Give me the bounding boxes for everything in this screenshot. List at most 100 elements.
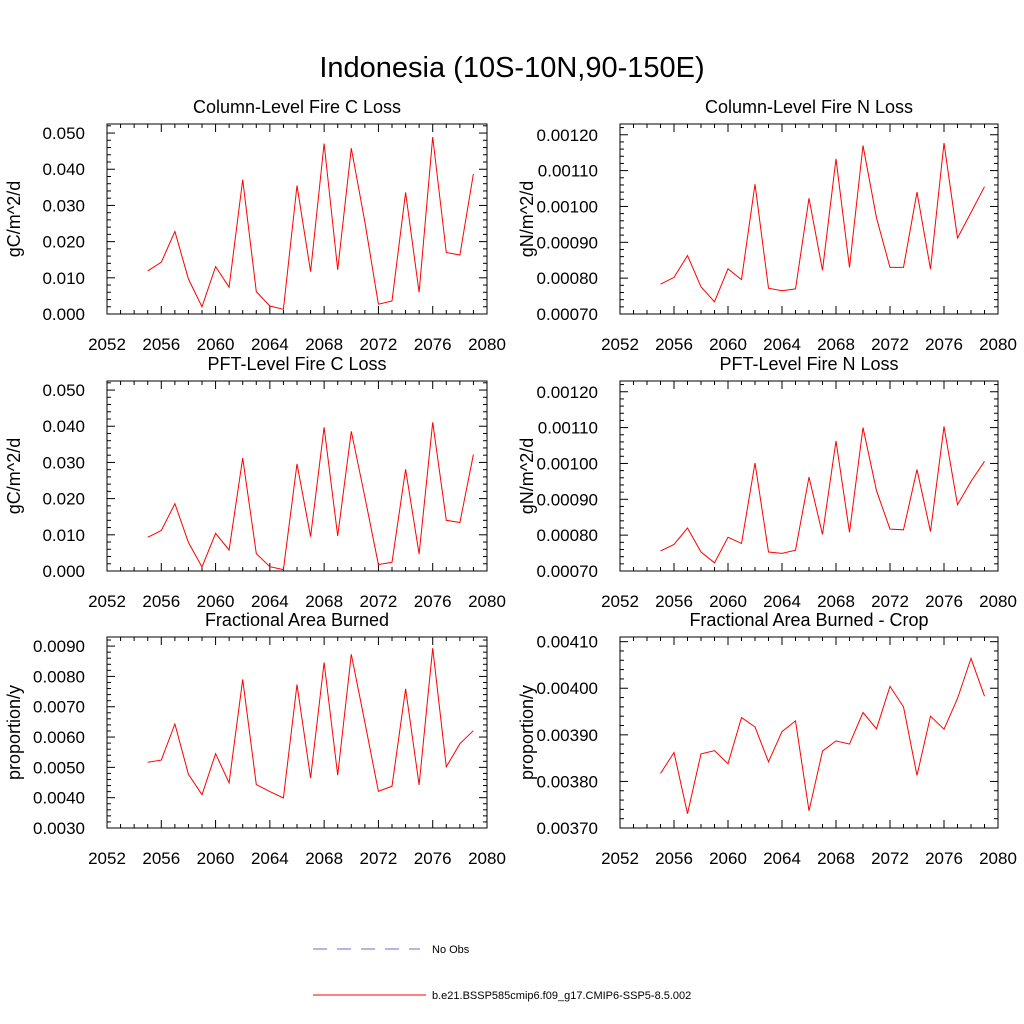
y-tick-label: 0.0030 (33, 819, 85, 838)
legend-label-no-obs: No Obs (432, 944, 470, 956)
y-axis-label: gC/m^2/d (4, 438, 24, 514)
series-line (147, 648, 474, 799)
x-tick-label: 2080 (979, 849, 1017, 868)
panel-1: Column-Level Fire C Loss gC/m^2/d 2052 2056… (4, 97, 506, 354)
y-tick-label: 0.030 (42, 196, 85, 215)
y-tick-label: 0.00100 (537, 197, 598, 216)
y-tick-label: 0.0080 (33, 667, 85, 686)
panel-title: Column-Level Fire N Loss (705, 97, 913, 117)
x-tick-label: 2076 (925, 592, 963, 611)
x-tick-label: 2076 (414, 849, 452, 868)
x-tick-label: 2072 (360, 592, 398, 611)
x-tick-label: 2052 (88, 592, 126, 611)
x-tick-label: 2056 (655, 592, 693, 611)
x-tick-label: 2060 (709, 849, 747, 868)
y-tick-label: 0.040 (42, 417, 85, 436)
y-tick-label: 0.00400 (537, 679, 598, 698)
y-tick-label: 0.020 (42, 233, 85, 252)
plot-frame (106, 380, 488, 572)
x-tick-label: 2056 (142, 335, 180, 354)
panel-title: Fractional Area Burned (205, 610, 389, 630)
y-tick-label: 0.00380 (537, 772, 598, 791)
y-tick-label: 0.00100 (537, 454, 598, 473)
x-tick-label: 2068 (817, 849, 855, 868)
y-axis-label: gN/m^2/d (517, 438, 537, 514)
y-tick-label: 0.0060 (33, 728, 85, 747)
y-tick-label: 0.000 (42, 305, 85, 324)
x-tick-label: 2052 (601, 849, 639, 868)
legend: No Obs b.e21.BSSP585cmip6.f09_g17.CMIP6-… (313, 944, 691, 1002)
series-line (660, 142, 985, 303)
y-tick-label: 0.040 (42, 160, 85, 179)
plot-frame (106, 123, 488, 315)
x-tick-label: 2060 (709, 592, 747, 611)
panel-5: Fractional Area Burned proportion/y 2052 20… (4, 610, 506, 868)
y-tick-label: 0.0040 (33, 789, 85, 808)
y-tick-label: 0.020 (42, 490, 85, 509)
y-tick-label: 0.00070 (537, 562, 598, 581)
plot-frame (619, 380, 999, 572)
x-tick-label: 2072 (871, 335, 909, 354)
x-tick-label: 2072 (871, 849, 909, 868)
x-tick-label: 2080 (468, 335, 506, 354)
y-tick-label: 0.00070 (537, 305, 598, 324)
plot-frame (106, 636, 488, 829)
x-tick-label: 2052 (601, 592, 639, 611)
x-tick-label: 2060 (197, 849, 235, 868)
x-tick-label: 2076 (925, 335, 963, 354)
y-tick-label: 0.00120 (537, 126, 598, 145)
y-axis-label: gC/m^2/d (4, 181, 24, 257)
y-tick-label: 0.00080 (537, 526, 598, 545)
series-line (660, 426, 985, 564)
panel-6: Fractional Area Burned - Crop proportion/… (517, 610, 1017, 868)
x-tick-label: 2080 (468, 592, 506, 611)
panel-title: Column-Level Fire C Loss (193, 97, 401, 117)
y-tick-label: 0.010 (42, 269, 85, 288)
y-axis-label: gN/m^2/d (517, 181, 537, 257)
x-tick-label: 2060 (197, 592, 235, 611)
y-tick-label: 0.0090 (33, 637, 85, 656)
panel-title: Fractional Area Burned - Crop (689, 610, 928, 630)
x-tick-label: 2076 (414, 335, 452, 354)
panel-3: PFT-Level Fire C Loss gC/m^2/d 2052 2056 206… (4, 354, 506, 611)
panel-2: Column-Level Fire N Loss gN/m^2/d 2052 2056… (517, 97, 1017, 354)
plot-frame (619, 123, 999, 315)
x-tick-label: 2060 (197, 335, 235, 354)
y-tick-label: 0.000 (42, 562, 85, 581)
panel-4: PFT-Level Fire N Loss gN/m^2/d 2052 2056 206… (517, 354, 1017, 611)
x-tick-label: 2064 (251, 849, 289, 868)
x-tick-label: 2056 (655, 335, 693, 354)
x-tick-label: 2068 (305, 592, 343, 611)
x-tick-label: 2064 (251, 592, 289, 611)
x-tick-label: 2064 (251, 335, 289, 354)
y-tick-label: 0.00110 (538, 419, 598, 438)
x-tick-label: 2080 (979, 335, 1017, 354)
x-tick-label: 2060 (709, 335, 747, 354)
series-line (147, 422, 474, 571)
y-tick-label: 0.010 (42, 526, 85, 545)
x-tick-label: 2064 (763, 849, 801, 868)
panel-title: PFT-Level Fire C Loss (207, 354, 386, 374)
y-tick-label: 0.00370 (537, 819, 598, 838)
x-tick-label: 2068 (305, 335, 343, 354)
y-tick-label: 0.00110 (538, 162, 598, 181)
y-tick-label: 0.0050 (33, 758, 85, 777)
y-axis-label: proportion/y (517, 685, 537, 780)
y-axis-label: proportion/y (4, 685, 24, 780)
x-tick-label: 2064 (763, 592, 801, 611)
panel-title: PFT-Level Fire N Loss (719, 354, 898, 374)
x-tick-label: 2056 (655, 849, 693, 868)
x-tick-label: 2076 (414, 592, 452, 611)
x-tick-label: 2068 (305, 849, 343, 868)
y-tick-label: 0.0070 (33, 698, 85, 717)
x-tick-label: 2056 (142, 592, 180, 611)
legend-label-model-run: b.e21.BSSP585cmip6.f09_g17.CMIP6-SSP5-8.… (432, 990, 691, 1002)
y-tick-label: 0.030 (42, 453, 85, 472)
series-line (147, 136, 474, 310)
x-tick-label: 2068 (817, 335, 855, 354)
x-tick-label: 2080 (979, 592, 1017, 611)
y-tick-label: 0.050 (42, 124, 85, 143)
x-tick-label: 2052 (601, 335, 639, 354)
y-tick-label: 0.00410 (537, 633, 598, 652)
